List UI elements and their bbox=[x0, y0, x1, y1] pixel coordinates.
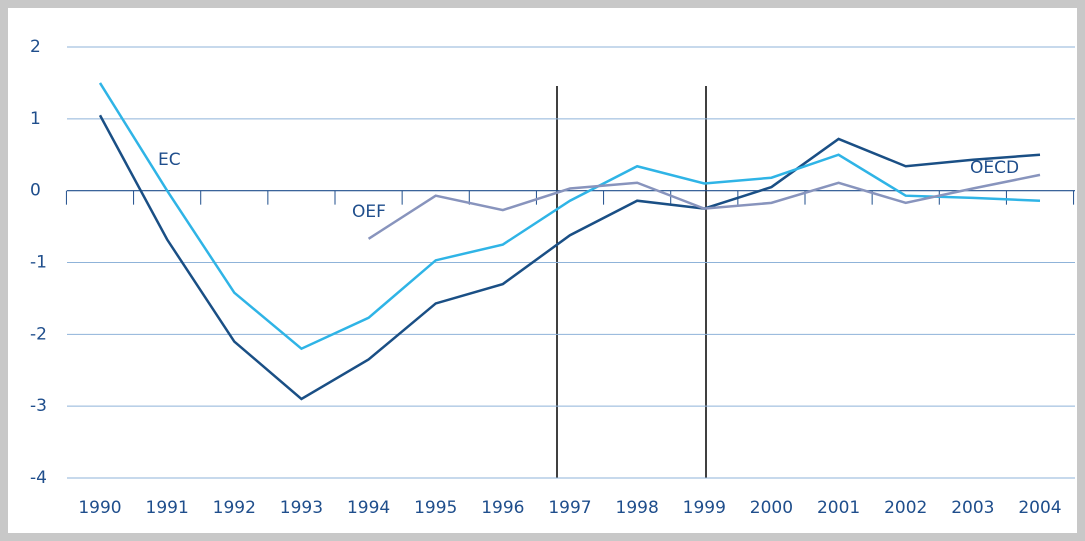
x-tick-label: 1992 bbox=[213, 498, 256, 518]
x-tick-label: 1991 bbox=[146, 498, 189, 518]
series-label: OEF bbox=[352, 202, 386, 222]
series-label: EC bbox=[158, 150, 181, 170]
series-label: OECD bbox=[970, 158, 1019, 178]
x-tick-label: 1998 bbox=[616, 498, 659, 518]
x-tick-label: 2004 bbox=[1018, 498, 1061, 518]
series-line bbox=[367, 173, 1041, 240]
x-tick-label: 1999 bbox=[683, 498, 726, 518]
x-tick-label: 2001 bbox=[817, 498, 860, 518]
series-line bbox=[98, 114, 1041, 401]
y-tick-label: 0 bbox=[30, 181, 41, 201]
y-tick-label: -3 bbox=[30, 396, 47, 416]
y-tick-label: 1 bbox=[30, 109, 41, 129]
plot-background bbox=[8, 8, 1077, 533]
x-tick-label: 1993 bbox=[280, 498, 323, 518]
series-line bbox=[98, 82, 1041, 351]
y-tick-label: 2 bbox=[30, 37, 41, 57]
x-tick-label: 1990 bbox=[78, 498, 121, 518]
x-tick-label: 1995 bbox=[414, 498, 457, 518]
x-tick-label: 1994 bbox=[347, 498, 390, 518]
y-tick-label: -2 bbox=[30, 324, 47, 344]
x-tick-label: 1996 bbox=[481, 498, 524, 518]
x-tick-label: 2003 bbox=[951, 498, 994, 518]
y-tick-label: -4 bbox=[30, 468, 47, 488]
x-tick-label: 1997 bbox=[548, 498, 591, 518]
x-tick-label: 2002 bbox=[884, 498, 927, 518]
x-tick-label: 2000 bbox=[750, 498, 793, 518]
y-tick-label: -1 bbox=[30, 253, 47, 273]
